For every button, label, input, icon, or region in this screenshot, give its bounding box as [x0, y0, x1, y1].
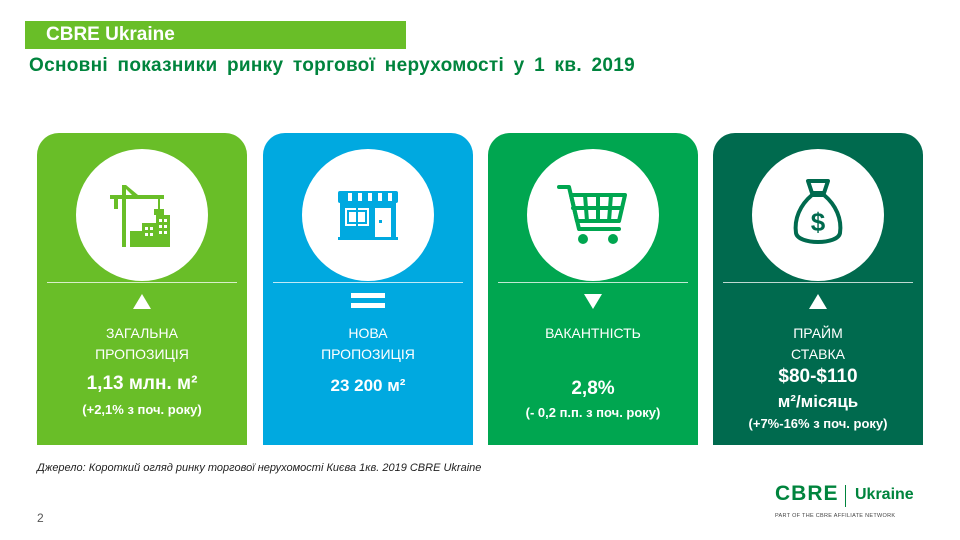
page-number: 2 [37, 511, 44, 525]
icon-circle [302, 149, 434, 281]
construction-crane-icon [110, 185, 170, 247]
metric-change: (+2,1% з поч. року) [82, 402, 202, 417]
cbre-logo: CBRE Ukraine PART OF THE CBRE AFFILIATE … [775, 482, 925, 522]
card-new-supply: НОВА ПРОПОЗИЦІЯ 23 200 м² [263, 133, 473, 445]
icon-circle [527, 149, 659, 281]
shopping-cart-icon [557, 185, 627, 244]
metric-value: 1,13 млн. м² [86, 373, 198, 394]
divider [723, 282, 913, 283]
icon-circle: $ [752, 149, 884, 281]
logo-tagline: PART OF THE CBRE AFFILIATE NETWORK [775, 513, 896, 519]
metric-label: ЗАГАЛЬНА ПРОПОЗИЦІЯ [95, 325, 189, 362]
source-note: Джерело: Короткий огляд ринку торгової н… [37, 462, 482, 474]
money-bag-icon: $ [793, 179, 843, 244]
logo-sub: Ukraine [855, 486, 914, 503]
trend-up-indicator [713, 290, 923, 312]
divider [47, 282, 237, 283]
logo-separator [845, 485, 846, 507]
no-change-indicator [263, 290, 473, 312]
metric-value: 2,8% [571, 378, 615, 399]
card-vacancy: ВАКАНТНІСТЬ 2,8% (- 0,2 п.п. з поч. року… [488, 133, 698, 445]
slide-title: Основні показники ринку торгової нерухом… [29, 55, 635, 76]
trend-down-indicator [488, 290, 698, 312]
divider [498, 282, 688, 283]
metric-label: НОВА ПРОПОЗИЦІЯ [321, 325, 415, 362]
divider [273, 282, 463, 283]
metric-label: ПРАЙМ СТАВКА [791, 325, 845, 362]
storefront-icon [338, 191, 398, 240]
svg-text:$: $ [811, 207, 826, 237]
metric-value: $80-$110 [778, 366, 858, 387]
icon-circle [76, 149, 208, 281]
card-total-supply: ЗАГАЛЬНА ПРОПОЗИЦІЯ 1,13 млн. м² (+2,1% … [37, 133, 247, 445]
metric-value: 23 200 м² [330, 376, 406, 395]
trend-up-indicator [37, 290, 247, 312]
card-prime-rent: $ ПРАЙМ СТАВКА $80-$110 м²/місяць (+7%-1… [713, 133, 923, 445]
header-tag: CBRE Ukraine [25, 21, 406, 49]
metric-change: (+7%-16% з поч. року) [748, 416, 888, 431]
metric-unit: м²/місяць [777, 392, 859, 411]
metric-change: (- 0,2 п.п. з поч. року) [525, 405, 661, 420]
metric-label: ВАКАНТНІСТЬ [545, 325, 641, 341]
logo-main: CBRE [775, 482, 839, 505]
